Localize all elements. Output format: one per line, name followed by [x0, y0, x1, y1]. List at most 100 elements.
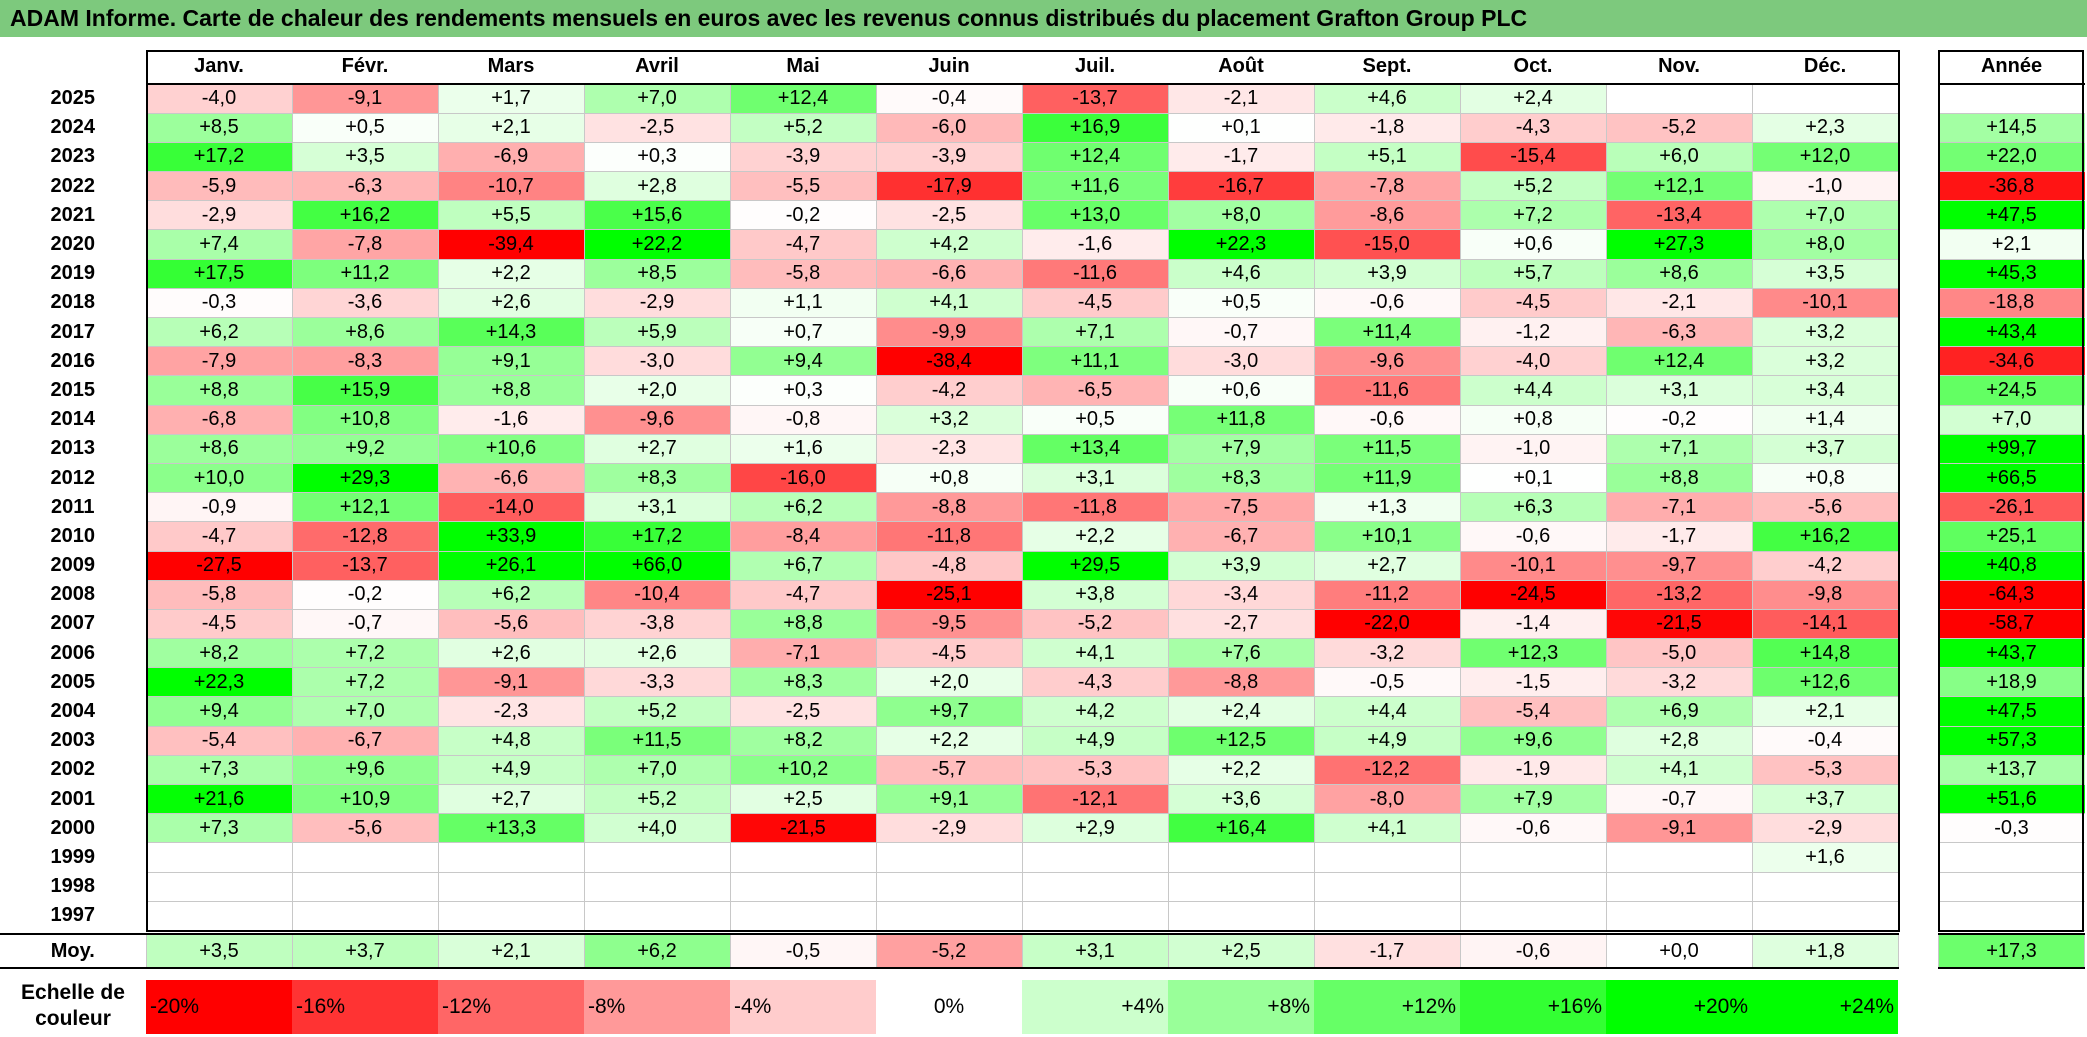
heatmap-cell: +0,6: [1167, 375, 1315, 406]
heatmap-cell: -2,5: [583, 112, 731, 143]
year-label: 2006: [50, 641, 96, 664]
heatmap-cell: +0,3: [729, 375, 877, 406]
heatmap-cell: +17,5: [145, 258, 293, 289]
heatmap-cell: [1605, 842, 1753, 873]
heatmap-cell: +4,1: [875, 287, 1023, 319]
heatmap-cell: +66,0: [583, 550, 731, 581]
heatmap-cell: +12,4: [1021, 141, 1169, 173]
heatmap-cell: -11,8: [1021, 492, 1169, 523]
heatmap-cell: +10,9: [291, 783, 439, 815]
month-header: Juil.: [1022, 50, 1168, 85]
heatmap-cell: -7,5: [1167, 492, 1315, 523]
heatmap-cell: +6,2: [437, 579, 585, 610]
heatmap-cell: +0,5: [1167, 287, 1315, 319]
color-scale-step: +12%: [1314, 980, 1460, 1034]
annual-cell: -36,8: [1938, 171, 2085, 202]
heatmap-cell: -5,7: [875, 754, 1023, 786]
heatmap-cell: +22,3: [1167, 229, 1315, 260]
heatmap-cell: -0,2: [729, 200, 877, 231]
heatmap-cell: -0,2: [1605, 404, 1753, 435]
heatmap-cell: [145, 871, 293, 902]
heatmap-cell: -4,7: [145, 521, 293, 552]
heatmap-cell: -13,7: [291, 550, 439, 581]
heatmap-cell: -16,0: [729, 462, 877, 494]
heatmap-cell: +3,1: [1021, 462, 1169, 494]
year-label: 2007: [50, 612, 96, 635]
heatmap-cell: +9,1: [875, 783, 1023, 815]
heatmap-cell: +8,2: [729, 725, 877, 756]
heatmap-cell: [729, 842, 877, 873]
table-row: 2008 -5,8 -0,2 +6,2 -10,4 -4,7 -25,1 +3,8 -3,4 -1…: [0, 579, 1899, 610]
month-header: Nov.: [1606, 50, 1752, 85]
heatmap-cell: +16,4: [1167, 813, 1315, 844]
heatmap-cell: -6,8: [145, 404, 293, 435]
heatmap-cell: -2,9: [145, 200, 293, 231]
heatmap-cell: +7,9: [1459, 783, 1607, 815]
table-row: 2021 -2,9 +16,2 +5,5 +15,6 -0,2 -2,5 +13,0 +8,0-…: [0, 200, 1899, 231]
heatmap-cell: +10,8: [291, 404, 439, 435]
heatmap-cell: -14,1: [1751, 608, 1899, 640]
heatmap-cell: [1167, 871, 1315, 902]
color-scale-step: -8%: [584, 980, 730, 1034]
table-row: 2007 -4,5 -0,7 -5,6 -3,8 +8,8 -9,5 -5,2 -2,7 -22,…: [0, 608, 1899, 640]
heatmap-cell: +10,1: [1313, 521, 1461, 552]
heatmap-cell: +4,2: [875, 229, 1023, 260]
heatmap-cell: +12,3: [1459, 638, 1607, 669]
year-label: 2010: [50, 524, 96, 547]
heatmap-cell: +9,6: [291, 754, 439, 786]
year-label: 1997: [50, 904, 96, 927]
heatmap-cell: [875, 900, 1023, 931]
heatmap-cell: -0,3: [145, 287, 293, 319]
heatmap-cell: -0,6: [1459, 521, 1607, 552]
annual-cell: [1938, 900, 2085, 931]
year-label: 2008: [50, 583, 96, 606]
heatmap-cell: [1751, 83, 1899, 114]
heatmap-cell: +10,6: [437, 433, 585, 464]
heatmap-cell: +2,3: [1751, 112, 1899, 143]
color-scale-step: -16%: [292, 980, 438, 1034]
heatmap-cell: +29,5: [1021, 550, 1169, 581]
heatmap-cell: -5,4: [145, 725, 293, 756]
heatmap-cell: -3,4: [1167, 579, 1315, 610]
year-label: 2025: [50, 87, 96, 110]
heatmap-cell: +5,7: [1459, 258, 1607, 289]
heatmap-cell: +2,1: [437, 112, 585, 143]
heatmap-cell: +1,3: [1313, 492, 1461, 523]
heatmap-cell: +2,7: [1313, 550, 1461, 581]
average-cell: +3,7: [291, 933, 439, 970]
annual-cell: +47,5: [1938, 200, 2085, 231]
heatmap-cell: -2,9: [875, 813, 1023, 844]
heatmap-cell: -4,0: [1459, 346, 1607, 377]
heatmap-cell: -4,2: [875, 375, 1023, 406]
heatmap-cell: +4,8: [437, 725, 585, 756]
average-cell: -0,5: [729, 933, 877, 970]
table-row: 1997: [0, 900, 1899, 931]
heatmap-cell: +0,8: [875, 462, 1023, 494]
heatmap-cell: +14,3: [437, 316, 585, 348]
heatmap-cell: -24,5: [1459, 579, 1607, 610]
year-label: 2022: [50, 174, 96, 197]
heatmap-cell: [875, 842, 1023, 873]
year-label: 2003: [50, 729, 96, 752]
heatmap-cell: +4,9: [437, 754, 585, 786]
heatmap-cell: +5,9: [583, 316, 731, 348]
heatmap-cell: +26,1: [437, 550, 585, 581]
heatmap-cell: +6,0: [1605, 141, 1753, 173]
heatmap-cell: +3,7: [1751, 783, 1899, 815]
heatmap-cell: -27,5: [145, 550, 293, 581]
year-label: 2009: [50, 554, 96, 577]
heatmap-cell: -4,7: [729, 579, 877, 610]
heatmap-cell: +3,1: [583, 492, 731, 523]
heatmap-cell: -0,7: [1605, 783, 1753, 815]
heatmap-cell: +1,4: [1751, 404, 1899, 435]
heatmap-cell: +3,8: [1021, 579, 1169, 610]
heatmap-cell: +7,3: [145, 754, 293, 786]
heatmap-cell: +15,6: [583, 200, 731, 231]
heatmap-cell: +0,1: [1459, 462, 1607, 494]
heatmap-cell: -6,3: [291, 171, 439, 202]
color-scale-step: -4%: [730, 980, 876, 1034]
table-row: 2010 -4,7 -12,8 +33,9 +17,2 -8,4 -11,8 +2,2 -6,7…: [0, 521, 1899, 552]
annual-cell: -18,8: [1938, 287, 2085, 319]
heatmap-cell: +9,4: [145, 696, 293, 727]
table-row: 2023 +17,2 +3,5 -6,9 +0,3 -3,9 -3,9 +12,4 -1,7 +5…: [0, 141, 1899, 173]
